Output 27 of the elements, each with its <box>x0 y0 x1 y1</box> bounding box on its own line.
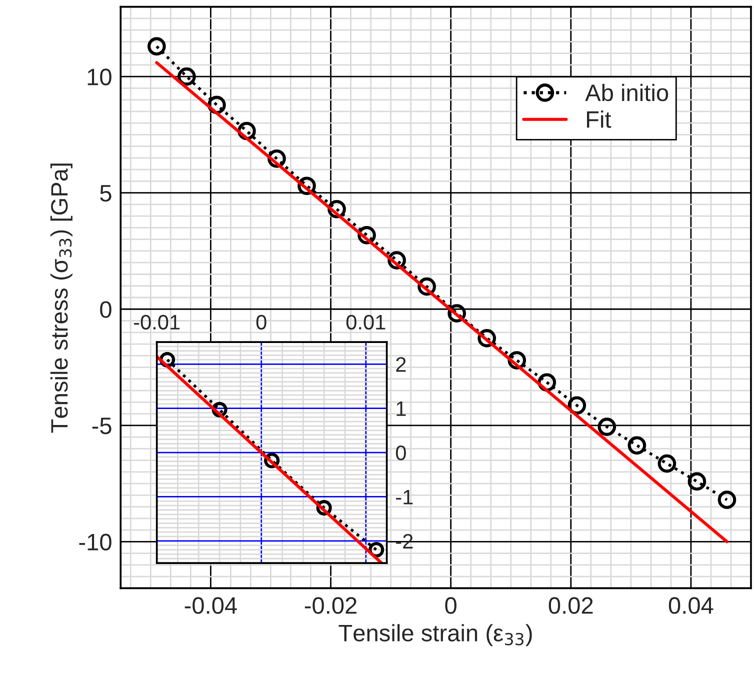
x-axis-title: Tensile strain (ε$_{33}$) <box>338 624 532 646</box>
point <box>658 454 676 473</box>
x-tick-label: -0.01 <box>134 314 180 330</box>
y-tick-label: 0 <box>396 446 406 460</box>
point <box>147 37 166 56</box>
y-tick-label: -10 <box>79 534 112 550</box>
y-tick-label: 10 <box>88 68 112 86</box>
y-tick-label: 5 <box>100 185 112 202</box>
x-tick-label: 0.02 <box>548 597 593 614</box>
x-tick-label: -0.04 <box>184 597 237 614</box>
legend-label: Fit <box>587 110 612 128</box>
x-tick-label: 0.01 <box>346 314 386 330</box>
point <box>598 418 616 436</box>
legend-label: Ab initio <box>585 84 668 102</box>
x-tick-label: 0 <box>256 314 266 330</box>
point <box>688 472 706 491</box>
y-tick-label: 0 <box>100 301 112 318</box>
y-tick-label: 1 <box>396 402 406 416</box>
y-tick-label: -1 <box>396 490 413 504</box>
point <box>718 490 736 509</box>
x-tick-label: -0.02 <box>304 597 356 614</box>
y-tick-label: -5 <box>92 418 112 434</box>
x-tick-label: 0 <box>445 597 456 614</box>
x-tick-label: 0.04 <box>668 597 714 614</box>
y-axis-title: Tensile stress (σ$_{33}$) [GPa] <box>50 164 72 433</box>
point <box>628 436 646 455</box>
y-tick-label: 2 <box>396 357 406 372</box>
